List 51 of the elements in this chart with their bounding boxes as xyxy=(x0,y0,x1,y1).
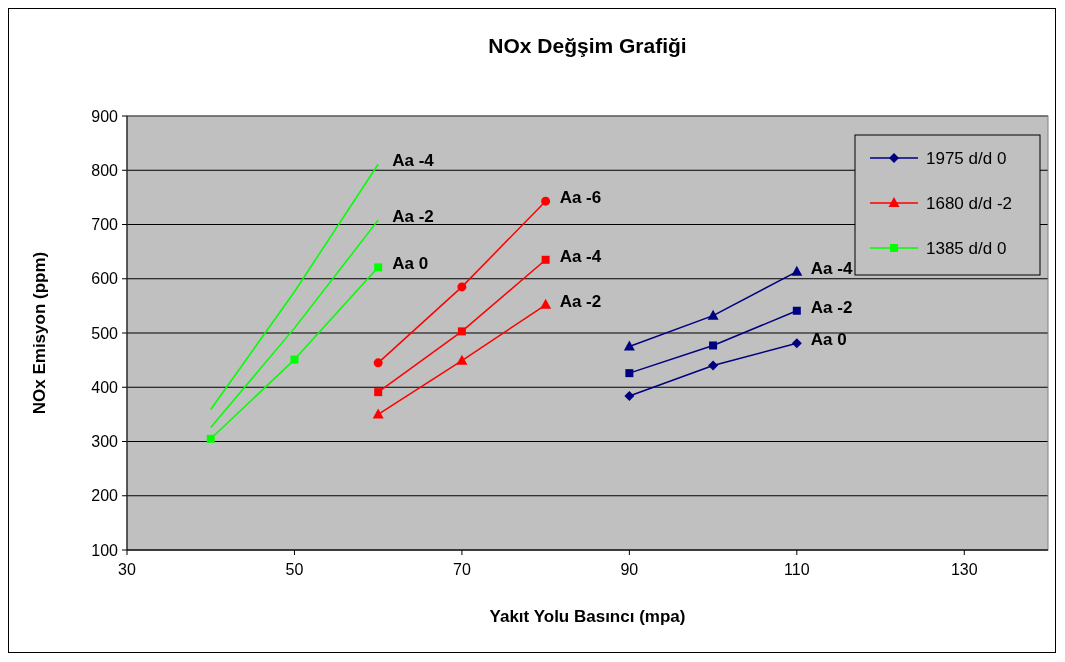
y-tick-label: 500 xyxy=(91,324,119,342)
legend-label: 1385 d/d 0 xyxy=(926,238,1007,258)
point xyxy=(373,358,383,368)
point xyxy=(456,354,468,365)
point xyxy=(792,306,801,315)
point xyxy=(791,265,803,276)
annotation: Aa -2 xyxy=(810,297,853,317)
point xyxy=(541,196,551,206)
point xyxy=(206,434,215,443)
x-tick-label: 90 xyxy=(620,561,639,578)
point xyxy=(624,390,635,401)
y-tick-label: 600 xyxy=(91,270,119,288)
y-tick-label: 200 xyxy=(91,487,119,505)
point xyxy=(623,340,635,351)
y-tick-label: 100 xyxy=(91,541,119,559)
annotation: Aa -2 xyxy=(392,207,434,227)
point xyxy=(709,341,718,350)
point xyxy=(372,408,384,419)
annotation: Aa 0 xyxy=(392,254,429,274)
annotation: Aa -2 xyxy=(559,291,602,311)
point xyxy=(374,263,383,272)
point xyxy=(708,360,719,371)
point xyxy=(791,338,802,349)
annotation: Aa 0 xyxy=(810,330,847,350)
x-tick-label: 130 xyxy=(950,561,978,578)
legend-label: 1975 d/d 0 xyxy=(926,148,1007,168)
chart-title: NOx Değşim Grafiği xyxy=(488,34,687,57)
point xyxy=(290,355,299,364)
x-tick-label: 50 xyxy=(285,561,304,578)
point xyxy=(374,388,383,397)
point xyxy=(541,255,550,264)
annotation: Aa -4 xyxy=(392,151,435,171)
point xyxy=(540,298,552,309)
y-tick-label: 400 xyxy=(91,378,119,396)
point xyxy=(457,327,466,336)
y-tick-label: 900 xyxy=(91,107,119,125)
x-tick-label: 70 xyxy=(453,561,471,578)
y-axis-title: NOx Emisyon (ppm) xyxy=(30,251,49,415)
x-axis-title: Yakıt Yolu Basıncı (mpa) xyxy=(489,607,686,626)
y-tick-label: 700 xyxy=(91,216,119,234)
point xyxy=(625,369,634,378)
point xyxy=(457,282,467,292)
point xyxy=(707,309,719,320)
y-tick-label: 800 xyxy=(91,161,119,179)
legend-label: 1680 d/d -2 xyxy=(926,193,1013,213)
annotation: Aa -4 xyxy=(810,258,853,278)
y-tick-label: 300 xyxy=(91,433,119,451)
annotation: Aa -4 xyxy=(559,246,602,266)
x-tick-label: 30 xyxy=(118,561,136,578)
x-tick-label: 110 xyxy=(784,561,810,578)
annotation: Aa -6 xyxy=(559,188,602,208)
